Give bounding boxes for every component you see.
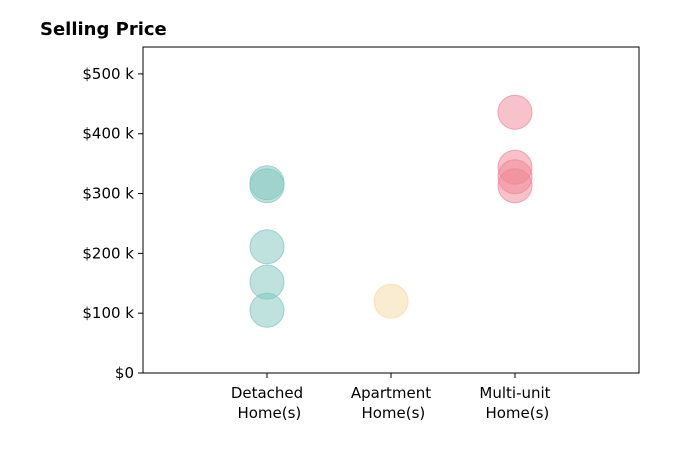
point [497, 168, 533, 204]
y-tick-label: $500 k [82, 65, 134, 83]
y-tick-label: $100 k [82, 304, 134, 322]
chart-title: Selling Price [40, 19, 167, 40]
plot-frame [142, 46, 640, 374]
x-tick-label: Apartment Home(s) [351, 384, 431, 422]
point [497, 94, 533, 130]
x-tick-label: Detached Home(s) [231, 384, 303, 422]
x-tick-label: Multi-unit Home(s) [479, 384, 550, 422]
point [373, 283, 409, 319]
point [249, 168, 285, 204]
y-tick-label: $200 k [82, 244, 134, 262]
point [249, 229, 285, 265]
y-tick-label: $300 k [82, 185, 134, 203]
point [249, 292, 285, 328]
y-tick-label: $400 k [82, 125, 134, 143]
y-tick-label: $0 [115, 364, 134, 382]
